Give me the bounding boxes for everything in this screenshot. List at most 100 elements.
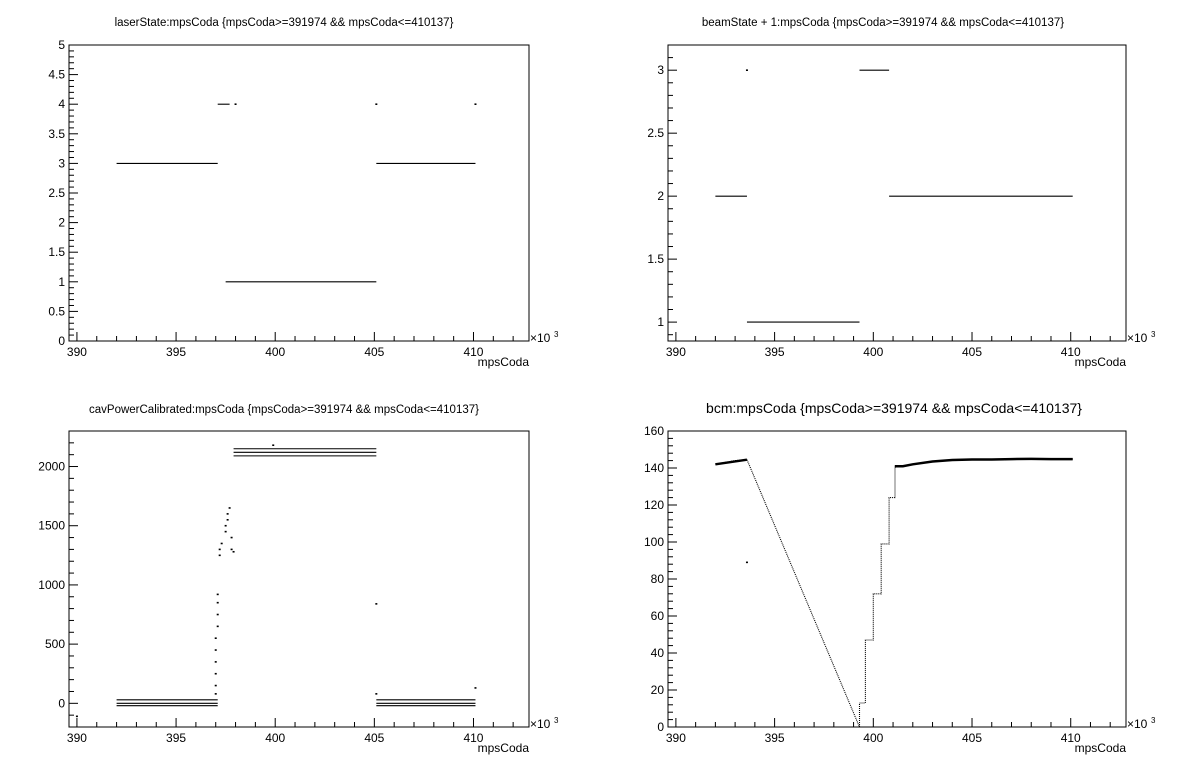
y-tick-label: 1 [657, 315, 664, 329]
data-point [230, 548, 233, 551]
x-tick-label: 390 [67, 345, 87, 359]
data-point [375, 693, 378, 695]
x-tick-label: 410 [463, 345, 483, 359]
y-tick-label: 2 [58, 216, 65, 230]
y-tick-label: 5 [58, 38, 65, 52]
y-tick-label: 4 [58, 97, 65, 111]
x-tick-label: 405 [962, 731, 982, 745]
y-tick-label: 3 [657, 63, 664, 77]
data-point [745, 69, 748, 71]
data-point [216, 601, 219, 604]
y-tick-label: 160 [644, 424, 664, 438]
x-tick-label: 400 [265, 731, 285, 745]
x-tick-label: 405 [364, 731, 384, 745]
data-point [474, 103, 477, 105]
data-point [224, 524, 227, 527]
data-point [214, 693, 217, 695]
y-tick-label: 80 [651, 572, 665, 586]
chart-panel-cavpowercalibrated: cavPowerCalibrated:mpsCoda {mpsCoda>=391… [38, 404, 559, 755]
y-tick-label: 2 [657, 189, 664, 203]
x-axis-multiplier: ×10 [1127, 717, 1148, 731]
data-series-segment [895, 457, 1073, 468]
data-point [375, 103, 378, 105]
data-point [218, 548, 221, 551]
x-tick-label: 400 [265, 345, 285, 359]
y-tick-label: 100 [644, 535, 664, 549]
data-point [234, 103, 237, 105]
data-point [220, 542, 223, 545]
y-tick-label: 2.5 [48, 186, 65, 200]
data-point [375, 603, 378, 605]
x-axis-multiplier-exponent: 3 [1151, 330, 1156, 339]
plot-frame [68, 430, 530, 728]
x-tick-label: 405 [962, 345, 982, 359]
data-point [230, 536, 233, 539]
x-tick-label: 410 [1061, 731, 1081, 745]
data-point [272, 444, 275, 447]
x-tick-label: 400 [863, 731, 883, 745]
x-axis-multiplier-exponent: 3 [554, 716, 559, 725]
data-point [226, 519, 229, 521]
y-tick-label: 3.5 [48, 127, 65, 141]
data-point [214, 637, 217, 639]
y-tick-label: 0 [657, 720, 664, 734]
y-tick-label: 60 [651, 609, 665, 623]
chart-title: bcm:mpsCoda {mpsCoda>=391974 && mpsCoda<… [706, 400, 1082, 416]
y-tick-label: 2000 [38, 460, 65, 474]
plot-frame [667, 44, 1127, 342]
y-tick-label: 40 [651, 646, 665, 660]
data-point [232, 550, 235, 553]
data-point [218, 554, 221, 557]
chart-panel-bcm: bcm:mpsCoda {mpsCoda>=391974 && mpsCoda<… [644, 400, 1156, 755]
x-axis-multiplier-exponent: 3 [554, 330, 559, 339]
y-tick-label: 20 [651, 683, 665, 697]
x-tick-label: 410 [1061, 345, 1081, 359]
data-point [214, 661, 217, 663]
x-axis-multiplier-exponent: 3 [1151, 716, 1156, 725]
y-tick-label: 1000 [38, 578, 65, 592]
data-point [216, 593, 219, 596]
data-point [228, 507, 231, 509]
plot-frame [667, 430, 1127, 728]
y-tick-label: 3 [58, 156, 65, 170]
data-point [214, 649, 217, 651]
y-tick-label: 0 [58, 334, 65, 348]
data-point [214, 684, 217, 687]
y-tick-label: 1.5 [647, 252, 664, 266]
x-tick-label: 390 [666, 731, 686, 745]
chart-panel-beamstate: beamState + 1:mpsCoda {mpsCoda>=391974 &… [647, 17, 1156, 369]
y-tick-label: 4.5 [48, 68, 65, 82]
chart-title: laserState:mpsCoda {mpsCoda>=391974 && m… [115, 17, 454, 29]
x-axis-title: mpsCoda [1075, 355, 1127, 369]
y-tick-label: 1500 [38, 519, 65, 533]
x-tick-label: 390 [67, 731, 87, 745]
x-axis-title: mpsCoda [1075, 741, 1127, 755]
data-point [474, 687, 477, 689]
x-tick-label: 410 [463, 731, 483, 745]
data-series-segment [715, 458, 748, 466]
y-tick-label: 140 [644, 461, 664, 475]
x-tick-label: 395 [765, 731, 785, 745]
y-tick-label: 500 [45, 637, 65, 651]
chart-panel-laserstate: laserState:mpsCoda {mpsCoda>=391974 && m… [48, 17, 559, 369]
x-axis-multiplier: ×10 [1127, 331, 1148, 345]
x-tick-label: 395 [166, 731, 186, 745]
y-tick-label: 2.5 [647, 126, 664, 140]
chart-title: beamState + 1:mpsCoda {mpsCoda>=391974 &… [702, 17, 1064, 29]
x-tick-label: 390 [666, 345, 686, 359]
chart-title: cavPowerCalibrated:mpsCoda {mpsCoda>=391… [89, 404, 479, 416]
data-point [216, 625, 219, 628]
y-tick-label: 1 [58, 275, 65, 289]
x-axis-multiplier: ×10 [530, 717, 551, 731]
x-axis-title: mpsCoda [478, 355, 530, 369]
data-point [224, 530, 227, 533]
data-point [745, 561, 748, 564]
y-tick-label: 0.5 [48, 304, 65, 318]
y-tick-label: 120 [644, 498, 664, 512]
x-tick-label: 395 [166, 345, 186, 359]
plot-frame [68, 44, 530, 342]
x-tick-label: 395 [765, 345, 785, 359]
data-point [214, 672, 217, 675]
x-tick-label: 400 [863, 345, 883, 359]
